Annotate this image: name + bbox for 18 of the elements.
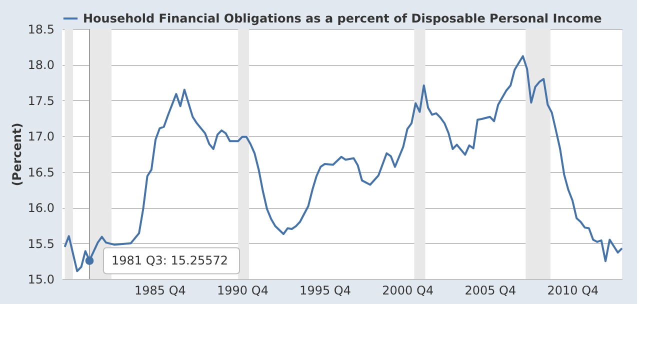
x-tick-label: 1995 Q4	[300, 284, 351, 298]
legend-label: Household Financial Obligations as a percent of Disposable Personal Income	[83, 12, 602, 26]
y-tick-label: 16.5	[28, 165, 54, 180]
y-tick-label: 15.0	[28, 272, 54, 286]
y-tick-label: 17.0	[28, 130, 54, 144]
y-tick-label: 17.5	[28, 94, 54, 108]
annotation: 1981 Q3: 15.25572	[111, 254, 228, 268]
x-tick-label: 2005 Q4	[464, 284, 516, 298]
y-tick-label: 18.5	[28, 22, 54, 36]
x-tick-label: 2000 Q4	[382, 284, 434, 298]
y-tick-label: 16.0	[28, 201, 54, 216]
y-tick-label: 18.0	[28, 58, 54, 72]
x-tick-label: 2010 Q4	[547, 284, 599, 298]
x-tick-label: 1990 Q4	[217, 284, 268, 298]
x-tick-label: 1985 Q4	[134, 284, 186, 298]
line-series	[64, 55, 623, 272]
y-axis-title: (Percent)	[10, 122, 24, 186]
y-tick-label: 15.5	[28, 236, 54, 251]
